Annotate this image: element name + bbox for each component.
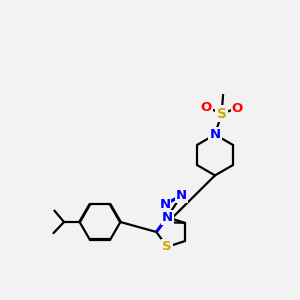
Text: N: N bbox=[159, 198, 170, 211]
Text: N: N bbox=[209, 128, 220, 141]
Text: S: S bbox=[217, 106, 226, 121]
Text: S: S bbox=[162, 240, 172, 253]
Text: O: O bbox=[232, 102, 243, 115]
Text: N: N bbox=[176, 189, 187, 203]
Text: N: N bbox=[162, 211, 173, 224]
Text: O: O bbox=[200, 100, 211, 113]
